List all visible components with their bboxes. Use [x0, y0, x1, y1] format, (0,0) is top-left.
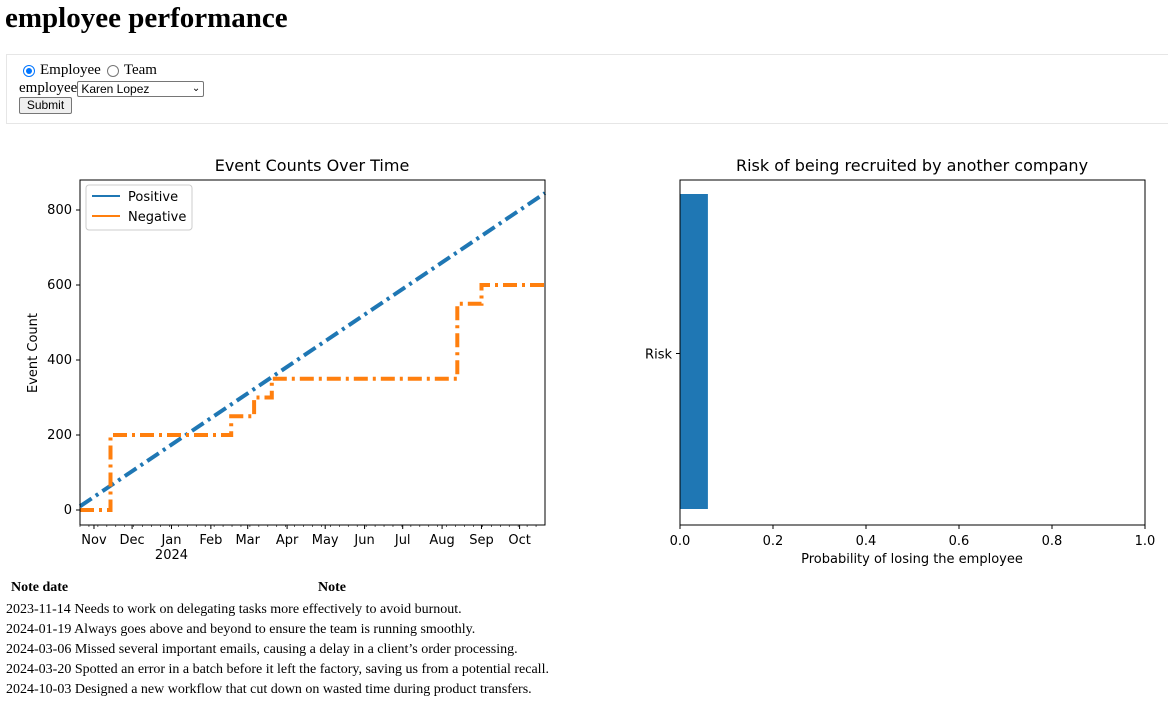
table-row: 2024-03-20 Spotted an error in a batch b… — [6, 660, 549, 680]
employee-radio-label[interactable]: Employee — [40, 62, 101, 78]
employee-select-row: employee Karen Lopez ⌄ — [19, 80, 205, 97]
note-date: 2024-03-20 — [6, 662, 72, 677]
plot-frame — [79, 179, 546, 526]
team-radio-label[interactable]: Team — [123, 62, 157, 78]
y-tick-label: 600 — [47, 278, 72, 293]
note-text: Spotted an error in a batch before it le… — [74, 662, 549, 677]
note-text: Missed several important emails, causing… — [74, 642, 518, 657]
mode-radio-group: Employee Team — [23, 62, 163, 79]
employee-select-label: employee — [19, 80, 78, 96]
table-row: 2024-10-03 Designed a new workflow that … — [6, 680, 549, 700]
x-year-label: 2024 — [155, 548, 188, 563]
x-tick-label: Jun — [353, 533, 374, 548]
x-tick-label: Sep — [469, 533, 494, 548]
filter-form: Employee Team employee Karen Lopez ⌄ Sub… — [6, 54, 1168, 124]
y-tick-label: 200 — [47, 428, 72, 443]
series-line-positive — [78, 191, 547, 508]
x-tick-label: Aug — [429, 533, 454, 548]
notes-header-date: Note date — [11, 580, 69, 595]
plot-frame — [679, 179, 1146, 526]
x-tick-label: 0.0 — [670, 534, 691, 549]
y-tick-label: 800 — [47, 203, 72, 218]
note-date: 2024-10-03 — [6, 682, 72, 697]
employee-radio[interactable] — [23, 64, 35, 77]
x-tick-label: Jul — [394, 533, 411, 548]
note-date: 2024-01-19 — [6, 622, 72, 637]
note-text: Needs to work on delegating tasks more e… — [74, 602, 462, 617]
x-tick-label: Nov — [81, 533, 107, 548]
y-tick-label: Risk — [645, 348, 672, 363]
x-tick-label: 0.6 — [949, 534, 970, 549]
x-tick-label: May — [312, 533, 339, 548]
table-row: 2024-01-19 Always goes above and beyond … — [6, 620, 549, 640]
x-tick-label: Mar — [235, 533, 260, 548]
legend: Positive Negative — [85, 184, 193, 231]
x-tick-label: 0.2 — [763, 534, 784, 549]
risk-chart: Risk of being recruited by another compa… — [645, 156, 1156, 567]
notes-header-row: Note date Note — [6, 580, 549, 600]
note-text: Always goes above and beyond to ensure t… — [74, 622, 476, 637]
submit-button[interactable]: Submit — [19, 97, 72, 114]
table-row: 2024-03-06 Missed several important emai… — [6, 640, 549, 660]
x-tick-label: Feb — [199, 533, 222, 548]
y-tick-label: 0 — [64, 503, 72, 518]
chart-title: Event Counts Over Time — [215, 156, 410, 175]
legend-label-negative: Negative — [128, 210, 186, 225]
x-tick-label: Jan — [160, 533, 181, 548]
note-text: Designed a new workflow that cut down on… — [74, 682, 532, 697]
note-date: 2023-11-14 — [6, 602, 71, 617]
note-date: 2024-03-06 — [6, 642, 72, 657]
bar-risk — [680, 194, 708, 509]
notes-header-note: Note — [318, 580, 346, 595]
y-tick-label: 400 — [47, 353, 72, 368]
table-row: 2023-11-14 Needs to work on delegating t… — [6, 600, 549, 620]
employee-select[interactable]: Karen Lopez ⌄ — [77, 80, 205, 97]
x-tick-label: Oct — [508, 533, 530, 548]
y-axis-label: Event Count — [26, 313, 41, 393]
employee-select-value: Karen Lopez — [81, 81, 150, 96]
chevron-down-icon: ⌄ — [191, 82, 201, 94]
event-counts-chart: Event Counts Over Time Event Count 0 200 4… — [26, 156, 547, 563]
team-radio[interactable] — [106, 64, 119, 77]
legend-label-positive: Positive — [128, 190, 178, 205]
notes-table: Note date Note 2023-11-14 Needs to work … — [6, 580, 549, 700]
x-tick-label: 1.0 — [1135, 534, 1156, 549]
x-tick-label: Dec — [120, 533, 145, 548]
x-tick-label: 0.8 — [1042, 534, 1063, 549]
x-tick-label: 0.4 — [856, 534, 877, 549]
page-title: employee performance — [5, 2, 288, 34]
x-tick-label: Apr — [276, 533, 299, 548]
x-axis-label: Probability of losing the employee — [801, 552, 1023, 567]
series-line-negative — [80, 283, 545, 512]
chart-title: Risk of being recruited by another compa… — [736, 156, 1088, 175]
